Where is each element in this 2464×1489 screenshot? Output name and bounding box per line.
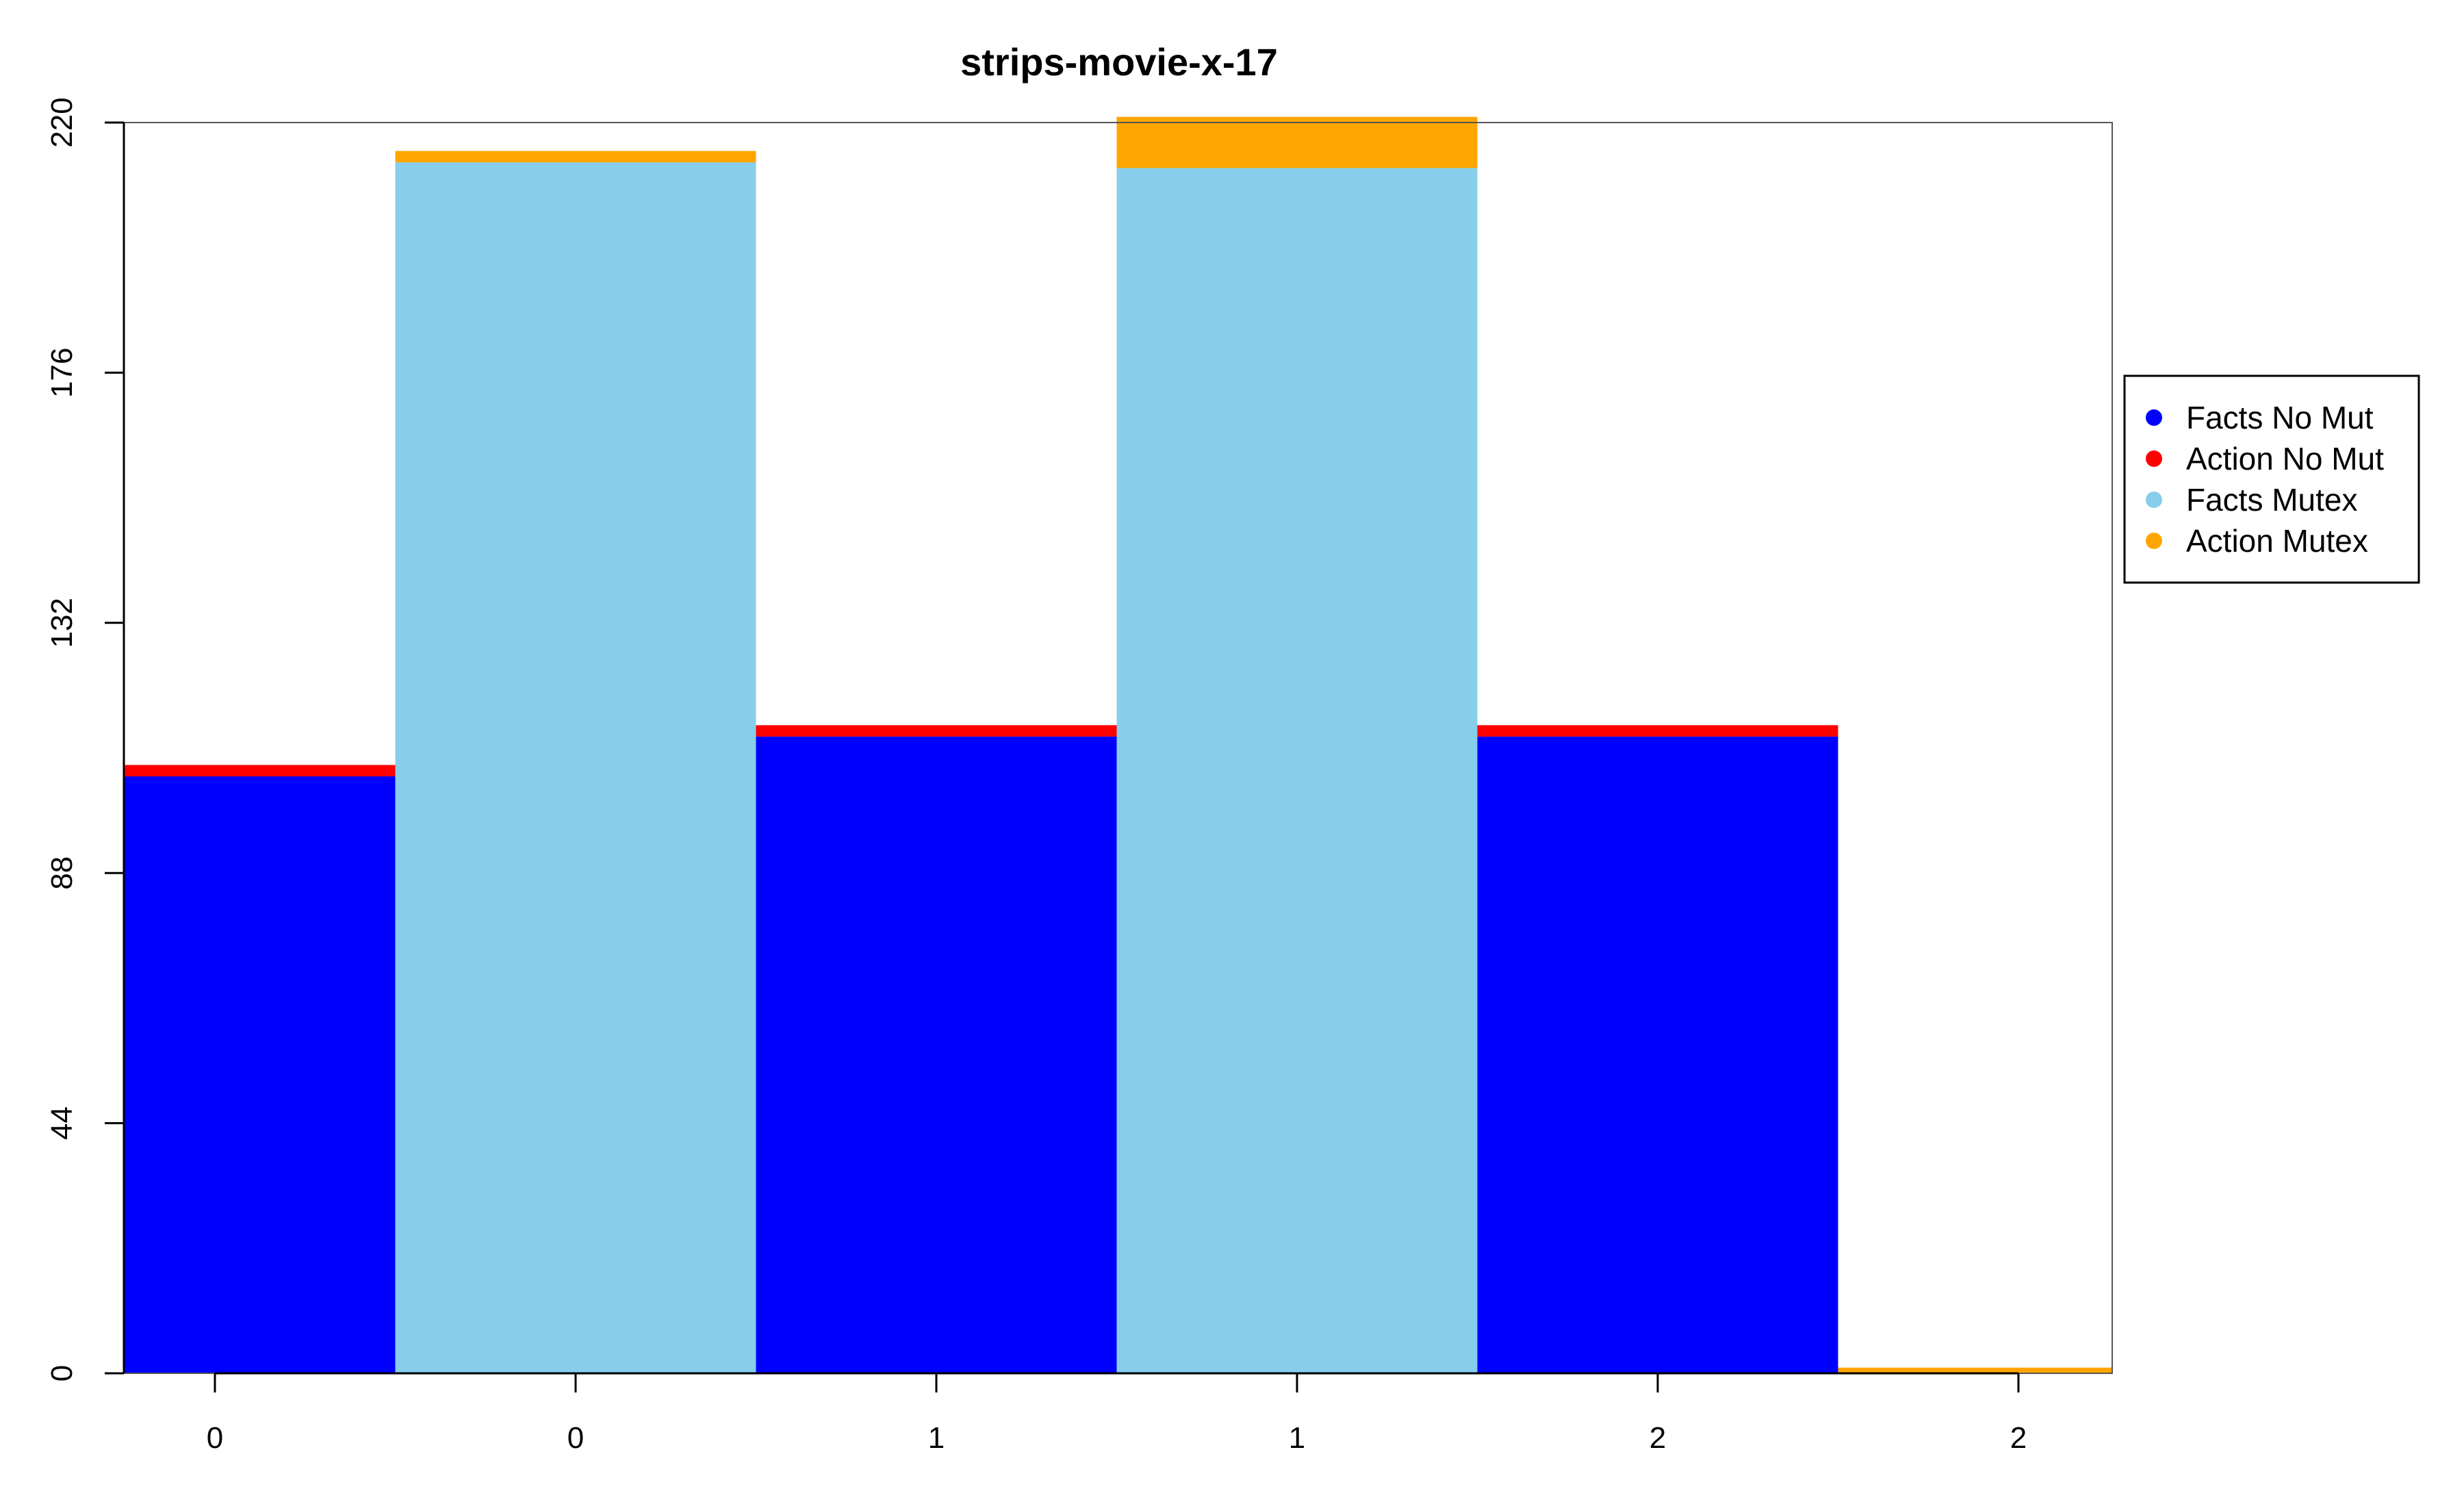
bar-segment-facts-no-mut-2 bbox=[756, 736, 1117, 1373]
legend-label: Facts Mutex bbox=[2186, 482, 2358, 518]
legend-box bbox=[2123, 374, 2420, 584]
bar-segment-action-no-mut-2 bbox=[756, 725, 1117, 737]
legend-label: Facts No Mut bbox=[2186, 400, 2374, 435]
x-tick-label: 1 bbox=[928, 1421, 945, 1455]
bar-segment-action-no-mut-0 bbox=[124, 765, 396, 777]
legend-marker bbox=[2146, 533, 2162, 549]
legend-marker bbox=[2146, 492, 2162, 508]
bar-segment-facts-no-mut-4 bbox=[1477, 736, 1838, 1373]
legend-label: Action No Mut bbox=[2186, 441, 2384, 476]
y-tick-label: 44 bbox=[45, 1106, 79, 1140]
x-axis: 0 0 1 1 2 2 bbox=[207, 1372, 2027, 1455]
bar-segment-facts-mutex-1 bbox=[395, 162, 756, 1373]
legend-label: Action Mutex bbox=[2186, 523, 2368, 559]
bar-segment-facts-mutex-3 bbox=[1116, 168, 1478, 1373]
legend: Facts No Mut Action No Mut Facts Mutex Acti… bbox=[2123, 374, 2420, 584]
bar-segment-action-mutex-3 bbox=[1116, 116, 1478, 168]
x-tick-label: 2 bbox=[2010, 1421, 2027, 1455]
bar-segment-facts-no-mut-0 bbox=[124, 776, 396, 1373]
legend-marker bbox=[2146, 409, 2162, 426]
y-tick-label: 220 bbox=[45, 97, 79, 147]
y-tick-label: 0 bbox=[45, 1365, 79, 1382]
bar-segment-action-no-mut-4 bbox=[1477, 725, 1838, 737]
y-tick-label: 132 bbox=[45, 598, 79, 648]
bar-segment-action-mutex-5 bbox=[1838, 1367, 2112, 1373]
bar-segment-action-mutex-1 bbox=[395, 151, 756, 163]
y-axis: 0 44 88 132 176 220 bbox=[45, 97, 125, 1382]
x-tick-label: 0 bbox=[207, 1421, 223, 1455]
x-tick-label: 2 bbox=[1650, 1421, 1666, 1455]
bar-group bbox=[124, 116, 2112, 1373]
chart-title: strips-movie-x-17 bbox=[960, 40, 1278, 84]
legend-marker bbox=[2146, 450, 2162, 467]
x-tick-label: 1 bbox=[1289, 1421, 1305, 1455]
y-tick-label: 176 bbox=[45, 348, 79, 398]
x-tick-label: 0 bbox=[567, 1421, 584, 1455]
y-tick-label: 88 bbox=[45, 856, 79, 890]
